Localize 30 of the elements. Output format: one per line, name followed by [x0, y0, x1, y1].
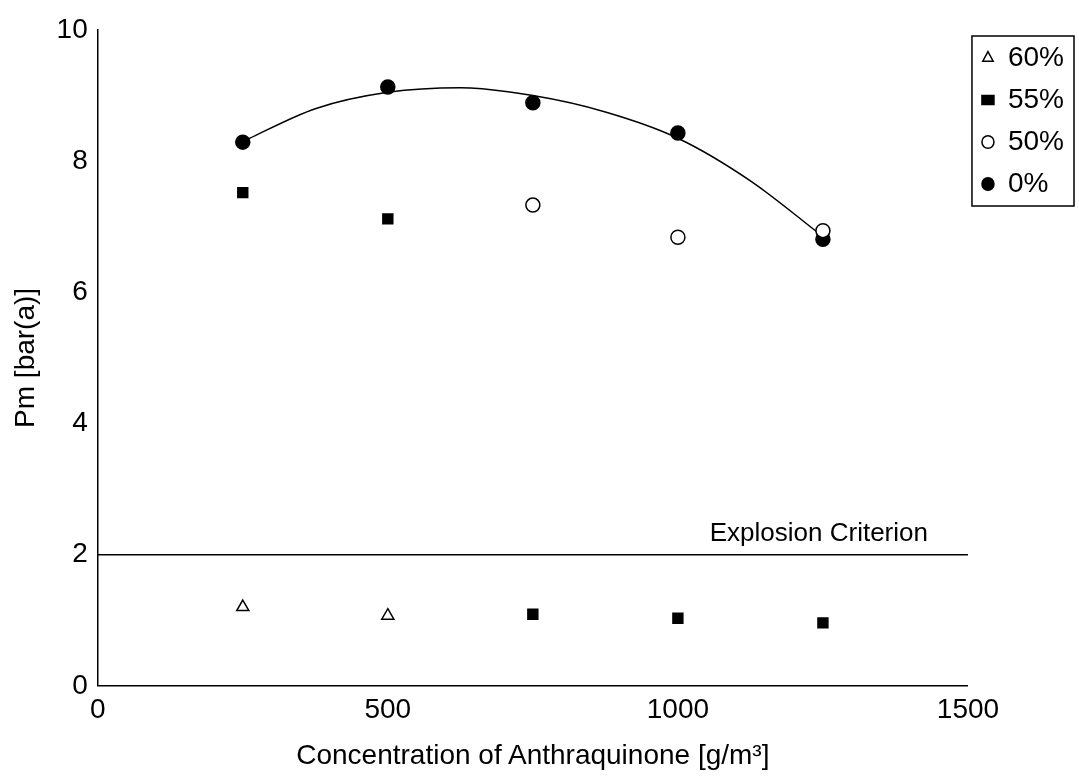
point	[381, 607, 395, 620]
ref-line-label: Explosion Criterion	[709, 516, 928, 547]
point	[237, 186, 249, 199]
legend-label: 60%	[1007, 40, 1065, 72]
point	[235, 134, 251, 150]
point	[382, 213, 394, 225]
x-tick-label: 1000	[646, 693, 710, 725]
x-axis-title: Concentration of Anthraquinone [g/m³]	[296, 738, 770, 770]
point	[380, 79, 396, 95]
y-tick-label: 10	[56, 12, 88, 44]
y-tick-label: 6	[72, 275, 88, 307]
point	[815, 222, 831, 239]
point	[527, 608, 539, 621]
x-tick-label: 500	[364, 693, 412, 725]
y-tick-label: 8	[72, 143, 88, 175]
legend-label: 50%	[1007, 124, 1065, 156]
point	[525, 197, 541, 213]
point	[670, 125, 686, 141]
point	[817, 617, 829, 629]
point	[672, 612, 684, 624]
y-axis-title: Pm [bar(a)]	[8, 287, 40, 428]
legend-label: 0%	[1007, 166, 1049, 198]
point	[235, 599, 250, 612]
point	[670, 229, 686, 245]
point	[525, 95, 541, 111]
y-tick-label: 2	[72, 537, 88, 569]
y-tick-label: 4	[72, 406, 88, 438]
legend-label: 55%	[1007, 82, 1065, 114]
y-tick-label: 0	[72, 668, 88, 700]
x-tick-label: 1500	[936, 693, 1000, 725]
